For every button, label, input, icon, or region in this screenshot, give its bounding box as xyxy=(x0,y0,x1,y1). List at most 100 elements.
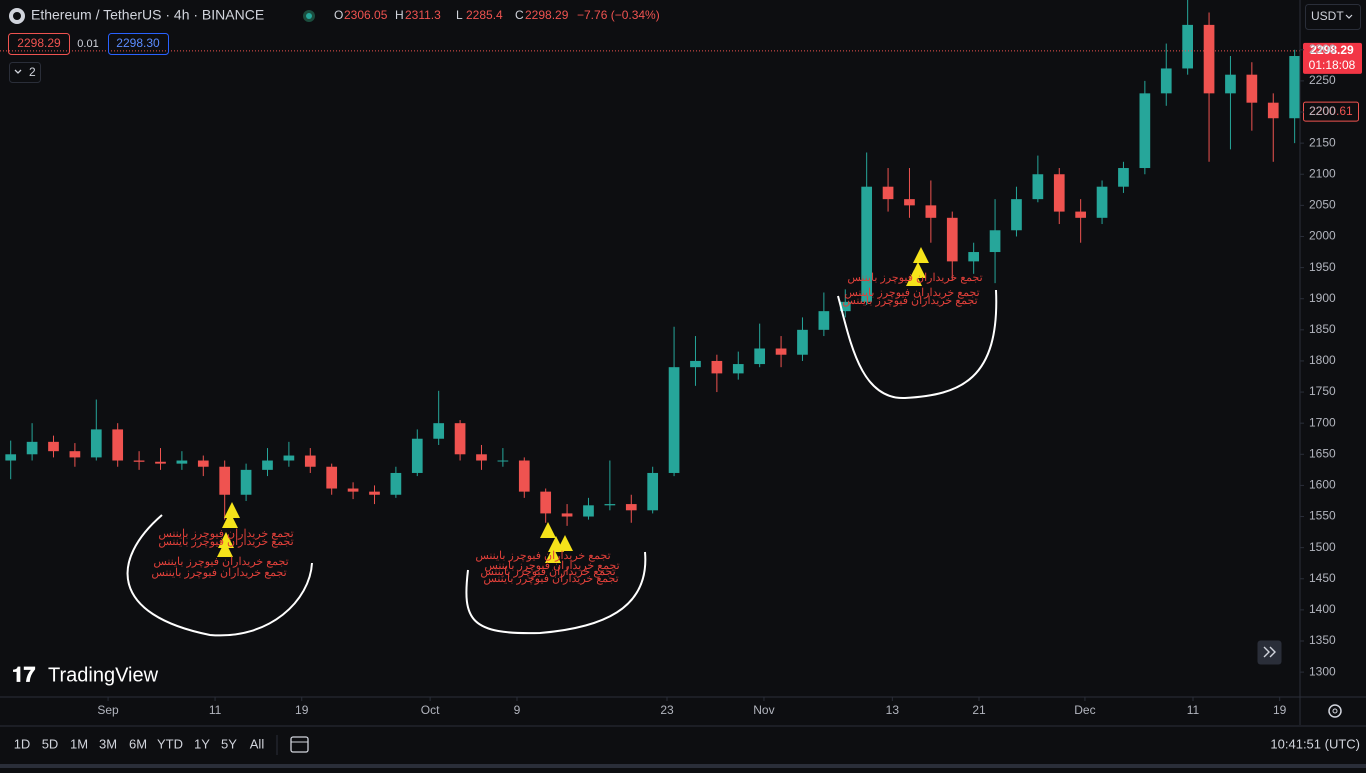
signal-label: تجمع خریداران فیوچرز بایننس xyxy=(151,567,286,579)
symbol-icon xyxy=(13,12,21,20)
candle-body xyxy=(240,469,252,495)
currency-button[interactable] xyxy=(1305,4,1361,30)
candle-body xyxy=(90,429,102,458)
candle-body xyxy=(1096,186,1108,218)
signal-label: تجمع خریداران فیوچرز بایننس xyxy=(847,272,982,284)
x-tick-label: 19 xyxy=(1273,703,1287,717)
candle-body xyxy=(561,513,573,517)
divider xyxy=(0,764,1366,768)
clock[interactable]: 10:41:51 (UTC) xyxy=(1270,736,1360,751)
y-tick-label: 1750 xyxy=(1309,384,1336,398)
ohlc-value: 2306.05 xyxy=(344,8,388,22)
candle-body xyxy=(604,504,616,506)
candle-body xyxy=(26,441,38,455)
ohlc-value: 2285.4 xyxy=(466,8,503,22)
signal-label: تجمع خریداران فیوچرز بایننس xyxy=(844,287,979,299)
candle-body xyxy=(219,466,231,495)
range-button[interactable]: 5Y xyxy=(221,736,237,751)
candle-body xyxy=(1246,74,1258,103)
drawing xyxy=(126,514,313,637)
range-button[interactable]: 6M xyxy=(129,736,147,751)
x-tick-label: Dec xyxy=(1074,703,1095,717)
alert-price[interactable]: 2200.61 xyxy=(1309,104,1353,118)
y-tick-label: 1850 xyxy=(1309,322,1336,336)
candle-body xyxy=(262,460,273,470)
candle-body xyxy=(904,199,915,206)
candle-body xyxy=(112,429,124,461)
y-tick-label: 2250 xyxy=(1309,73,1336,87)
x-tick-label: 23 xyxy=(660,703,674,717)
candle-body xyxy=(411,438,423,473)
bid[interactable]: 2298.29 xyxy=(17,36,61,50)
goto-date[interactable] xyxy=(290,736,309,753)
candle-body xyxy=(583,505,594,517)
y-tick-label: 1450 xyxy=(1309,571,1336,585)
candle-body xyxy=(732,364,744,374)
candle-body xyxy=(839,301,851,312)
signal-labels: تجمع خریداران فیوچرز بایننس تجمع خریدارا… xyxy=(151,272,982,585)
candle-body xyxy=(433,423,445,439)
range-button[interactable]: 5D xyxy=(42,736,59,751)
candle-body xyxy=(989,230,1001,253)
logo-mark: 𝟏𝟕 xyxy=(12,664,36,687)
candle-body xyxy=(775,348,787,355)
currency[interactable]: USDT xyxy=(1311,9,1344,23)
candle-body xyxy=(861,186,873,302)
candle-body xyxy=(176,460,188,464)
signal-markers xyxy=(217,247,929,563)
symbol[interactable]: Ethereum / TetherUS · 4h · BINANCE xyxy=(31,7,264,23)
buy-button[interactable] xyxy=(108,33,169,55)
candle-body xyxy=(5,454,17,461)
range-button[interactable]: 1M xyxy=(70,736,88,751)
y-tick-label: 1950 xyxy=(1309,260,1336,274)
countdown: 01:18:08 xyxy=(1309,58,1356,72)
x-tick-label: Sep xyxy=(97,703,119,717)
candle-body xyxy=(369,491,380,495)
signal-label: تجمع خریداران فیوچرز بایننس xyxy=(158,528,293,540)
y-tick-label: 1500 xyxy=(1309,540,1336,554)
ohlc-key: O xyxy=(334,8,343,22)
candle-body xyxy=(1160,68,1172,94)
range-button[interactable]: 3M xyxy=(99,736,117,751)
y-tick-label: 1900 xyxy=(1309,291,1336,305)
candle-body xyxy=(690,360,701,368)
sell-button[interactable] xyxy=(8,33,70,55)
candle-body xyxy=(968,252,980,262)
ohlc: O 2306.05 H 2311.3 L 2285.4 C 2298.29 xyxy=(334,8,569,22)
candle-body xyxy=(304,455,316,467)
candle-body xyxy=(1075,211,1087,218)
x-tick-label: 21 xyxy=(972,703,986,717)
logo[interactable]: TradingView xyxy=(48,664,159,686)
settings[interactable] xyxy=(1328,704,1342,718)
y-tick-label: 2050 xyxy=(1309,198,1336,212)
candle-body xyxy=(625,504,637,511)
candle-body xyxy=(1225,74,1236,94)
x-tick-label: 13 xyxy=(886,703,900,717)
range-button[interactable]: All xyxy=(250,736,265,751)
y-tick-label: 2000 xyxy=(1309,229,1336,243)
scroll-button[interactable] xyxy=(1257,640,1282,665)
ask[interactable]: 2298.30 xyxy=(116,36,160,50)
candle-body xyxy=(1203,24,1215,94)
candle-body xyxy=(818,311,830,330)
range-button[interactable]: 1D xyxy=(14,736,31,751)
range-button[interactable]: 1Y xyxy=(194,736,210,751)
x-tick-label: Oct xyxy=(421,703,440,717)
plot xyxy=(0,0,1300,526)
x-tick-label: Nov xyxy=(753,703,774,717)
range-button[interactable]: YTD xyxy=(157,736,183,751)
signal-label: تجمع خریداران فیوچرز بایننس xyxy=(842,295,977,307)
candle-body xyxy=(1139,93,1151,169)
ohlc-value: 2298.29 xyxy=(525,8,569,22)
indicators-toggle[interactable] xyxy=(9,62,41,83)
candle-body xyxy=(1182,24,1194,69)
x-tick-label: 19 xyxy=(295,703,309,717)
ohlc-key: C xyxy=(515,8,524,22)
last-price: 2298.29 xyxy=(1310,43,1354,57)
y-tick-label: 2100 xyxy=(1309,166,1336,180)
candle-body xyxy=(882,186,894,200)
indicators-count[interactable]: 2 xyxy=(29,65,36,79)
candle-body xyxy=(1118,168,1129,187)
y-tick-label: 2200 xyxy=(1309,104,1336,118)
